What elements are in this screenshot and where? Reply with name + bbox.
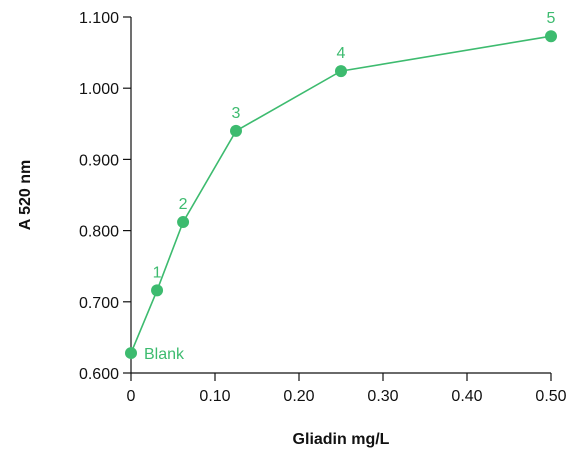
data-point [335,65,347,78]
x-axis-ticks: 0 0.10 0.20 0.30 0.40 0.50 [127,373,567,405]
point-label: Blank [144,346,185,363]
series-line [130,35,552,354]
data-point [151,284,164,297]
point-labels: Blank 1 2 3 4 5 [144,10,556,363]
data-point [125,347,137,360]
x-axis-title: Gliadin mg/L [293,431,390,448]
x-tick-label: 0.40 [451,388,482,405]
y-tick-label: 1.000 [79,81,119,98]
point-label: 5 [547,10,556,27]
y-tick-label: 0.800 [79,224,119,241]
data-point [177,216,190,229]
x-tick-label: 0 [127,388,136,405]
point-label: 1 [153,264,162,281]
x-tick-label: 0.50 [535,388,566,405]
y-tick-label: 0.900 [79,152,119,169]
x-tick-label: 0.10 [199,388,230,405]
point-label: 4 [337,45,346,62]
y-tick-label: 0.700 [79,295,119,312]
point-label: 2 [179,196,188,213]
y-tick-label: 1.100 [79,10,119,27]
data-point [545,30,557,43]
y-axis-title: A 520 nm [17,160,34,231]
data-point [230,124,242,137]
data-points [125,30,557,360]
y-tick-label: 0.600 [79,366,119,383]
point-label: 3 [232,105,241,122]
x-tick-label: 0.20 [283,388,314,405]
x-tick-label: 0.30 [367,388,398,405]
y-axis-ticks: 0.600 0.700 0.800 0.900 1.000 1.100 [79,10,131,383]
